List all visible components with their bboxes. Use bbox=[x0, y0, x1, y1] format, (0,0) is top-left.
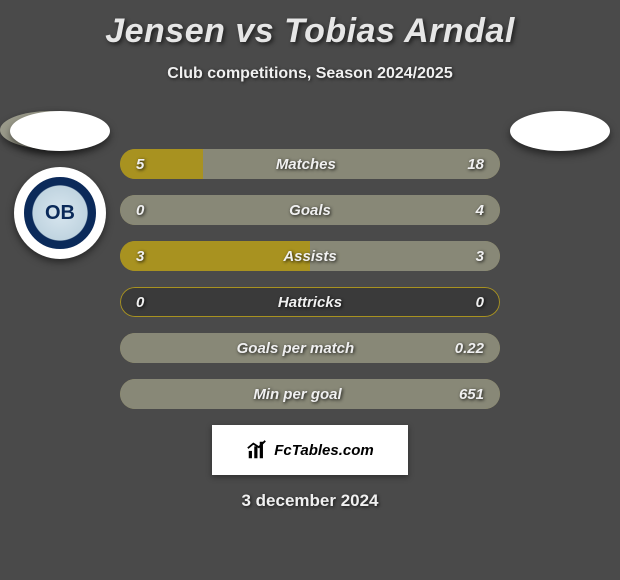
source-badge-text: FcTables.com bbox=[274, 442, 373, 459]
row-text: Goals per match0.22 bbox=[120, 333, 500, 363]
stat-row: 3Assists3 bbox=[120, 241, 500, 271]
source-badge: FcTables.com bbox=[212, 425, 408, 475]
row-text: 0Hattricks0 bbox=[120, 287, 500, 317]
date-text: 3 december 2024 bbox=[0, 491, 620, 511]
stat-value-right: 3 bbox=[476, 248, 484, 265]
row-text: 3Assists3 bbox=[120, 241, 500, 271]
stat-value-right: 651 bbox=[459, 386, 484, 403]
stat-label: Assists bbox=[144, 248, 475, 265]
comparison-card: Jensen vs Tobias Arndal Club competition… bbox=[0, 0, 620, 580]
stat-label: Goals bbox=[144, 202, 475, 219]
stat-row: Goals per match0.22 bbox=[120, 333, 500, 363]
page-title: Jensen vs Tobias Arndal bbox=[0, 0, 620, 51]
stat-label: Min per goal bbox=[136, 386, 459, 403]
player-avatar-left bbox=[10, 111, 110, 151]
stat-row: 0Goals4 bbox=[120, 195, 500, 225]
row-text: 5Matches18 bbox=[120, 149, 500, 179]
row-text: 0Goals4 bbox=[120, 195, 500, 225]
stat-value-left: 0 bbox=[136, 294, 144, 311]
player-avatar-right-top bbox=[510, 111, 610, 151]
stat-value-left: 0 bbox=[136, 202, 144, 219]
stat-value-right: 0.22 bbox=[455, 340, 484, 357]
stat-label: Goals per match bbox=[136, 340, 455, 357]
stat-row: Min per goal651 bbox=[120, 379, 500, 409]
club-badge: OB bbox=[14, 167, 106, 259]
stat-value-right: 18 bbox=[467, 156, 484, 173]
stat-row: 0Hattricks0 bbox=[120, 287, 500, 317]
stat-value-left: 3 bbox=[136, 248, 144, 265]
stat-label: Hattricks bbox=[144, 294, 475, 311]
subtitle: Club competitions, Season 2024/2025 bbox=[0, 65, 620, 83]
stat-value-right: 4 bbox=[476, 202, 484, 219]
stat-value-right: 0 bbox=[476, 294, 484, 311]
chart-icon bbox=[246, 439, 268, 461]
club-badge-text: OB bbox=[24, 177, 96, 249]
stat-row: 5Matches18 bbox=[120, 149, 500, 179]
stat-label: Matches bbox=[144, 156, 467, 173]
stat-rows: 5Matches180Goals43Assists30Hattricks0Goa… bbox=[120, 149, 500, 409]
row-text: Min per goal651 bbox=[120, 379, 500, 409]
stat-value-left: 5 bbox=[136, 156, 144, 173]
stats-area: OB 5Matches180Goals43Assists30Hattricks0… bbox=[0, 111, 620, 409]
